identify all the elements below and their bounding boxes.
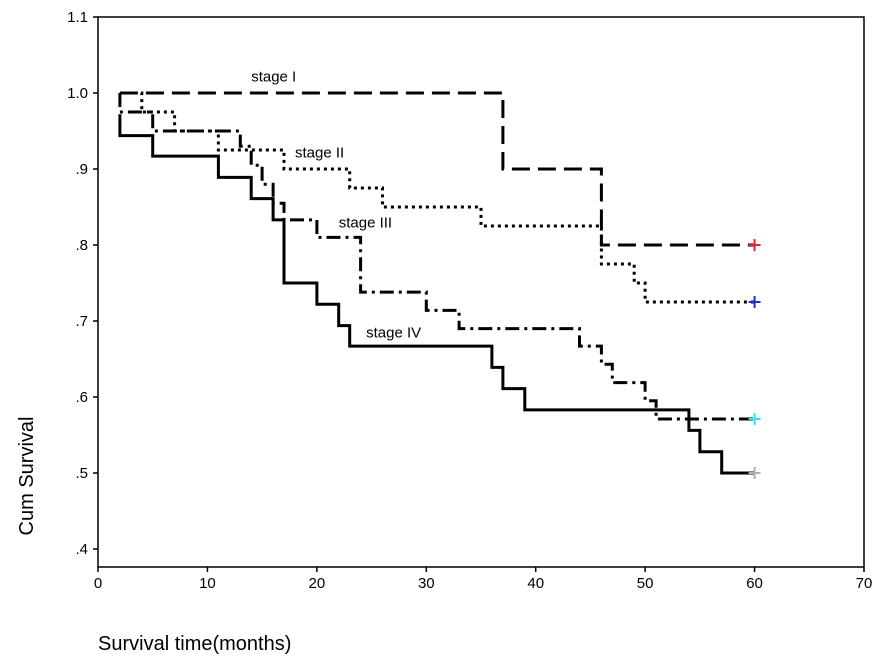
series-label-stage-iv: stage IV (366, 325, 421, 342)
series-line-stage-ii (119, 91, 755, 304)
series-line-stage-iii (118, 93, 755, 421)
censor-mark-stage-iv (748, 467, 761, 479)
plot-frame (97, 16, 865, 568)
survival-curves (118, 91, 755, 475)
censor-mark-stage-iii (748, 413, 761, 426)
x-tick-label: 20 (309, 575, 326, 592)
y-tick-label: .8 (75, 237, 88, 254)
y-tick-label: .4 (75, 541, 88, 558)
x-tick-label: 30 (418, 575, 435, 592)
y-axis-title: Cum Survival (16, 417, 38, 536)
series-label-stage-iii: stage III (339, 215, 392, 232)
series-label-stage-i: stage I (251, 69, 296, 86)
x-tick-label: 10 (199, 575, 216, 592)
series-line-stage-i (119, 91, 755, 247)
censor-mark-stage-i (748, 239, 761, 251)
y-tick-label: .6 (75, 389, 88, 406)
y-axis: .4 .5 .6 .7 .8 .9 1.0 1.1 (67, 9, 98, 558)
series-labels: stage I stage II stage III stage IV (251, 69, 421, 342)
x-tick-label: 50 (637, 575, 654, 592)
x-tick-label: 70 (856, 575, 873, 592)
series-label-stage-ii: stage II (295, 145, 344, 162)
y-tick-label: 1.1 (67, 9, 88, 26)
censor-marks (748, 239, 761, 479)
x-axis: 0 10 20 30 40 50 60 70 (94, 567, 873, 592)
x-tick-label: 40 (527, 575, 544, 592)
censor-mark-stage-ii (748, 296, 761, 308)
y-tick-label: .9 (75, 161, 88, 178)
x-tick-label: 0 (94, 575, 102, 592)
x-tick-label: 60 (746, 575, 763, 592)
x-axis-title: Survival time(months) (98, 633, 291, 655)
y-tick-label: 1.0 (67, 85, 88, 102)
y-tick-label: .7 (75, 313, 88, 330)
y-tick-label: .5 (75, 465, 88, 482)
series-line-stage-iv (118, 114, 755, 475)
